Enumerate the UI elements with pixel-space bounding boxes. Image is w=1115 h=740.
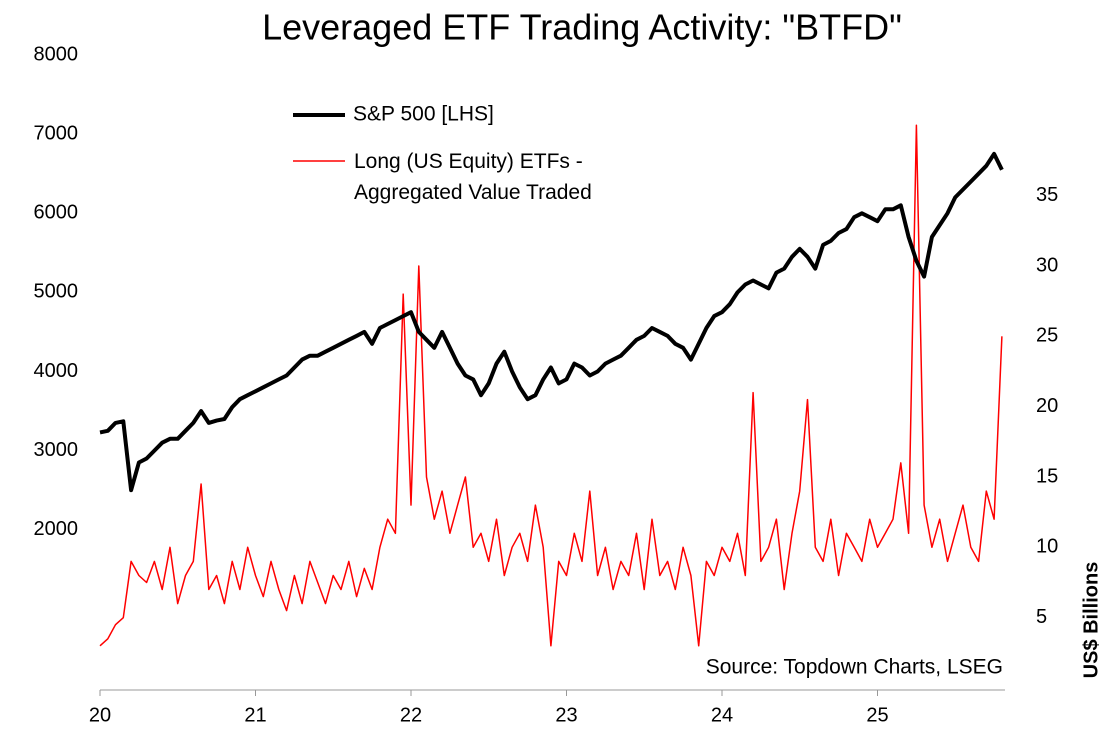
y-tick-label: 2000 bbox=[34, 518, 79, 540]
y-tick-label: 4000 bbox=[34, 360, 79, 382]
y-tick-label: 3000 bbox=[34, 439, 79, 461]
y2-tick-label: 30 bbox=[1036, 254, 1058, 276]
y2-tick-label: 15 bbox=[1036, 465, 1058, 487]
y2-tick-label: 25 bbox=[1036, 325, 1058, 347]
y2-tick-label: 35 bbox=[1036, 184, 1058, 206]
y2-axis-title: US$ Billions bbox=[1080, 562, 1102, 679]
x-tick-label: 23 bbox=[555, 704, 577, 726]
series-line bbox=[99, 151, 1004, 493]
x-tick-label: 20 bbox=[89, 704, 111, 726]
y-tick-label: 8000 bbox=[34, 43, 79, 65]
legend-label: Long (US Equity) ETFs - Aggregated Value… bbox=[354, 150, 592, 204]
legend-label: S&P 500 [LHS] bbox=[353, 103, 494, 126]
x-tick-label: 24 bbox=[711, 704, 733, 726]
chart-title: Leveraged ETF Trading Activity: "BTFD" bbox=[262, 7, 902, 48]
y2-tick-label: 10 bbox=[1036, 536, 1058, 558]
y-tick-label: 7000 bbox=[34, 122, 79, 144]
x-tick-label: 21 bbox=[244, 704, 266, 726]
x-tick-label: 22 bbox=[400, 704, 422, 726]
y-tick-label: 6000 bbox=[34, 202, 79, 224]
y2-tick-label: 5 bbox=[1036, 606, 1047, 628]
y2-tick-label: 20 bbox=[1036, 395, 1058, 417]
series-line bbox=[99, 124, 1003, 647]
y-tick-label: 5000 bbox=[34, 281, 79, 303]
x-tick-label: 25 bbox=[866, 704, 888, 726]
source-note: Source: Topdown Charts, LSEG bbox=[706, 656, 1003, 679]
